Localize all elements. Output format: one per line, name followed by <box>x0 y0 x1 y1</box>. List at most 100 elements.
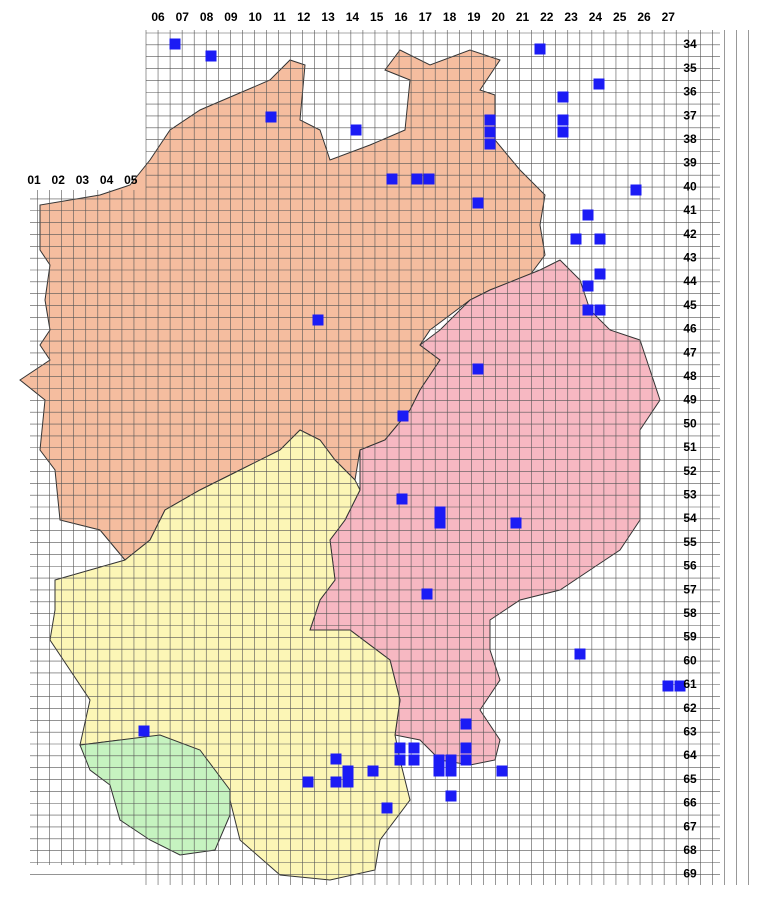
row-label: 46 <box>683 322 697 336</box>
record-marker <box>582 280 594 292</box>
record-marker <box>484 114 496 126</box>
row-label: 63 <box>683 724 697 738</box>
record-marker <box>381 802 393 814</box>
row-label: 39 <box>683 156 697 170</box>
record-marker <box>496 765 508 777</box>
record-marker <box>350 124 362 136</box>
row-label: 67 <box>683 819 697 833</box>
row-label: 69 <box>683 867 697 881</box>
record-marker <box>445 790 457 802</box>
record-marker <box>394 742 406 754</box>
record-marker <box>265 111 277 123</box>
column-label: 18 <box>443 10 457 24</box>
record-marker <box>434 517 446 529</box>
row-label: 61 <box>683 677 697 691</box>
column-label: 13 <box>321 10 335 24</box>
row-label: 45 <box>683 298 697 312</box>
record-marker <box>445 754 457 766</box>
row-label: 57 <box>683 582 697 596</box>
row-label: 36 <box>683 85 697 99</box>
column-label: 11 <box>273 10 286 24</box>
row-label: 41 <box>683 203 697 217</box>
row-label: 37 <box>683 108 697 122</box>
column-label: 23 <box>564 10 578 24</box>
record-marker <box>674 680 686 692</box>
column-label: 08 <box>200 10 214 24</box>
column-label: 01 <box>27 173 41 187</box>
record-marker <box>484 126 496 138</box>
record-marker <box>408 754 420 766</box>
column-label: 09 <box>224 10 238 24</box>
row-label: 60 <box>683 653 697 667</box>
column-label: 17 <box>419 10 433 24</box>
row-label: 43 <box>683 250 697 264</box>
column-label: 14 <box>346 10 360 24</box>
record-marker <box>472 363 484 375</box>
row-label: 58 <box>683 606 697 620</box>
column-label: 05 <box>124 173 138 187</box>
record-marker <box>460 742 472 754</box>
row-label: 38 <box>683 132 697 146</box>
column-label: 19 <box>467 10 481 24</box>
column-label: 04 <box>100 173 114 187</box>
record-marker <box>205 50 217 62</box>
record-marker <box>386 173 398 185</box>
record-marker <box>582 304 594 316</box>
row-label: 53 <box>683 487 697 501</box>
row-label: 51 <box>683 440 697 454</box>
row-label: 40 <box>683 179 697 193</box>
row-label: 54 <box>683 511 697 525</box>
record-marker <box>423 173 435 185</box>
column-label: 22 <box>540 10 554 24</box>
record-marker <box>662 680 674 692</box>
column-label: 06 <box>151 10 165 24</box>
row-label: 52 <box>683 464 697 478</box>
record-marker <box>593 78 605 90</box>
record-marker <box>411 173 423 185</box>
record-marker <box>630 184 642 196</box>
record-marker <box>397 410 409 422</box>
column-label: 15 <box>370 10 384 24</box>
column-label: 03 <box>76 173 90 187</box>
row-label: 65 <box>683 772 697 786</box>
record-marker <box>460 718 472 730</box>
row-label: 56 <box>683 559 697 573</box>
record-marker <box>582 209 594 221</box>
column-label: 16 <box>394 10 408 24</box>
column-label: 20 <box>492 10 506 24</box>
record-marker <box>302 776 314 788</box>
record-markers <box>138 38 686 814</box>
row-label: 47 <box>683 345 697 359</box>
record-marker <box>594 268 606 280</box>
record-marker <box>434 506 446 518</box>
row-label: 59 <box>683 630 697 644</box>
column-label: 12 <box>297 10 311 24</box>
row-label: 44 <box>683 274 697 288</box>
row-label: 64 <box>683 748 697 762</box>
record-marker <box>445 765 457 777</box>
row-label: 35 <box>683 61 697 75</box>
record-marker <box>138 725 150 737</box>
record-marker <box>574 648 586 660</box>
column-label: 24 <box>589 10 603 24</box>
record-marker <box>557 126 569 138</box>
record-marker <box>396 493 408 505</box>
grid-labels: 06 07 08 09 10 11 12 13 14 15 16 17 18 19 20 21 22 23 24 25… <box>27 10 697 881</box>
record-marker <box>460 754 472 766</box>
record-marker <box>408 742 420 754</box>
record-marker <box>594 304 606 316</box>
record-marker <box>342 765 354 777</box>
record-marker <box>433 754 445 766</box>
record-marker <box>169 38 181 50</box>
record-marker <box>570 233 582 245</box>
record-marker <box>342 776 354 788</box>
record-marker <box>594 233 606 245</box>
record-marker <box>330 753 342 765</box>
row-label: 68 <box>683 843 697 857</box>
row-label: 66 <box>683 796 697 810</box>
record-marker <box>510 517 522 529</box>
grid-lines <box>30 30 749 885</box>
record-marker <box>394 754 406 766</box>
column-label: 21 <box>516 10 530 24</box>
